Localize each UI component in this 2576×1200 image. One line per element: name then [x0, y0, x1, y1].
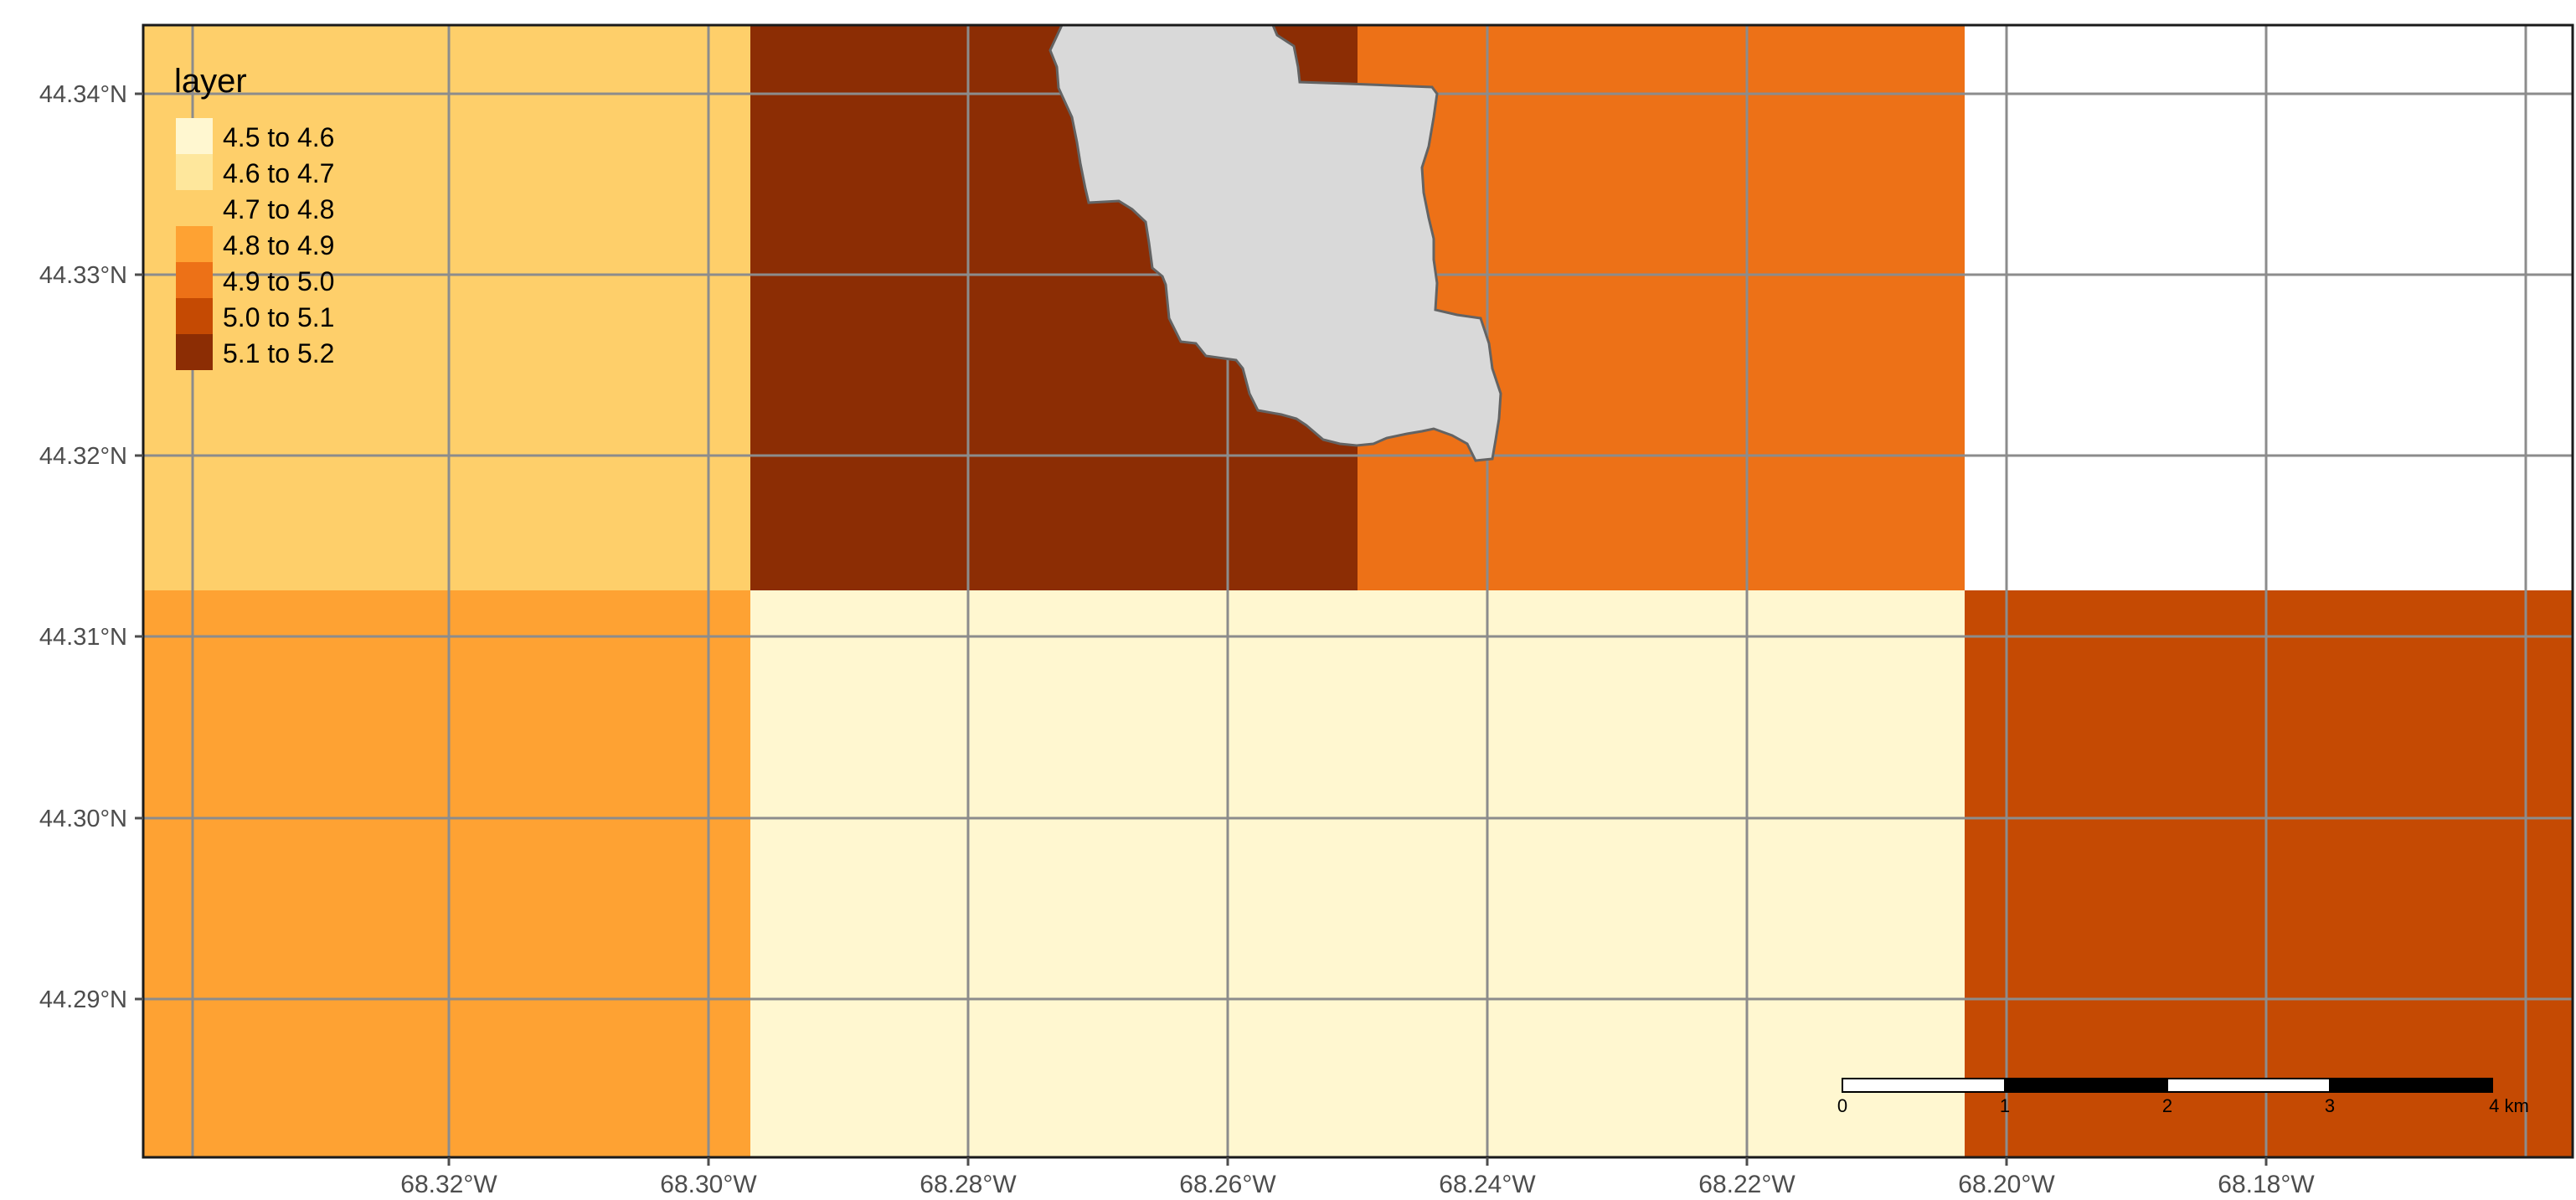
legend-key: [176, 190, 213, 226]
legend-key: [176, 262, 213, 298]
scale-bar-segment: [2329, 1078, 2493, 1093]
raster-cell-r1c1: [143, 25, 751, 591]
latitude-label: 44.31°N: [39, 624, 127, 651]
raster-cell-r2c4: [1965, 590, 2573, 1157]
watershed-polygon: [1048, 23, 1502, 462]
legend-key: [176, 298, 213, 334]
raster-cell-r1c3: [1358, 25, 1965, 591]
scale-bar-label: 0: [1837, 1095, 1847, 1116]
scale-bar-segment: [2166, 1078, 2331, 1093]
longitude-label: 68.30°W: [660, 1171, 757, 1198]
legend-label: 4.5 to 4.6: [223, 122, 334, 152]
scale-bar-segment: [2004, 1078, 2168, 1093]
scale-bar-label: 3: [2325, 1095, 2335, 1116]
raster-cell-r1c4: [1965, 25, 2573, 591]
latitude-label: 44.32°N: [39, 443, 127, 470]
latitude-label: 44.30°N: [39, 806, 127, 832]
scale-bar: 0 1 2 3 4 km: [1837, 1078, 2529, 1116]
raster-cell-r2c2: [750, 590, 1358, 1157]
axis-ticks: [135, 92, 2268, 1166]
legend-key: [176, 118, 213, 154]
raster-cell-r2c3: [1358, 590, 1965, 1157]
longitude-label: 68.26°W: [1179, 1171, 1276, 1198]
longitude-label: 68.24°W: [1439, 1171, 1536, 1198]
longitude-label: 68.18°W: [2218, 1171, 2315, 1198]
legend-title: layer: [174, 63, 247, 100]
latitude-label: 44.29°N: [39, 986, 127, 1013]
legend-key: [176, 226, 213, 262]
legend-key: [176, 334, 213, 370]
latitude-labels: 44.34°N 44.33°N 44.32°N 44.31°N 44.30°N …: [39, 81, 127, 1013]
map-panel-frame: [142, 23, 2574, 1159]
legend-key: [176, 154, 213, 190]
scale-bar-segment: [1842, 1078, 2006, 1093]
longitude-label: 68.20°W: [1958, 1171, 2055, 1198]
latitude-label: 44.33°N: [39, 262, 127, 289]
raster-layer: [143, 25, 2573, 1157]
longitude-labels: 68.32°W 68.30°W 68.28°W 68.26°W 68.24°W …: [400, 1171, 2315, 1198]
raster-cell-r2c1: [143, 590, 751, 1157]
legend-label: 4.6 to 4.7: [223, 158, 334, 188]
legend-label: 4.7 to 4.8: [223, 194, 334, 224]
graticule: [143, 25, 2573, 1157]
scale-bar-label: 2: [2162, 1095, 2172, 1116]
longitude-label: 68.32°W: [400, 1171, 497, 1198]
longitude-label: 68.28°W: [920, 1171, 1017, 1198]
legend-label: 4.8 to 4.9: [223, 230, 334, 260]
legend-label: 4.9 to 5.0: [223, 266, 334, 296]
legend: layer 4.5 to 4.6 4.6 to 4.7 4.7 to 4.8 4…: [174, 63, 334, 370]
legend-label: 5.0 to 5.1: [223, 302, 334, 332]
scale-bar-label: 4 km: [2489, 1095, 2529, 1116]
scale-bar-label: 1: [2000, 1095, 2010, 1116]
latitude-label: 44.34°N: [39, 81, 127, 108]
legend-label: 5.1 to 5.2: [223, 338, 334, 368]
longitude-label: 68.22°W: [1698, 1171, 1795, 1198]
